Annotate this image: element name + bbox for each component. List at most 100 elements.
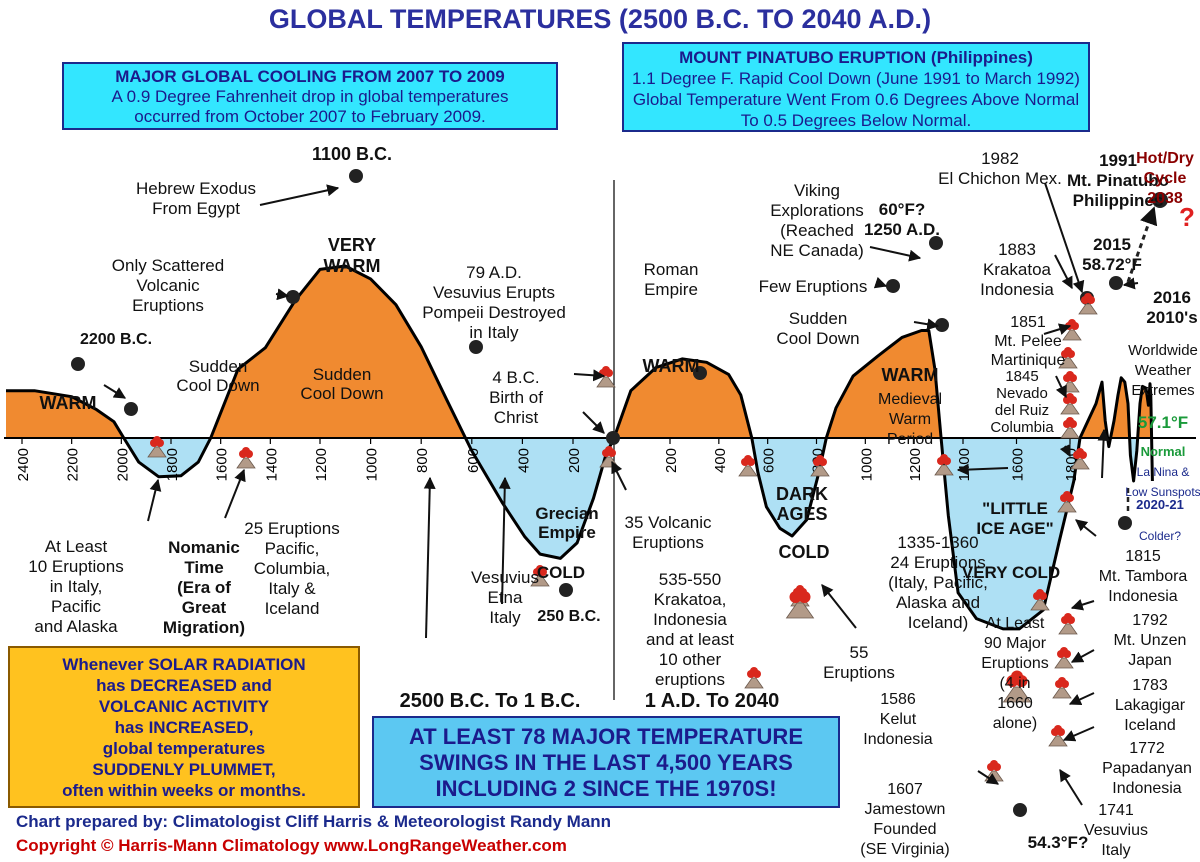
x-tick-label-bc-600: 600	[465, 448, 482, 473]
volcano-mountain	[738, 465, 758, 477]
annotation-line: Viking	[794, 181, 840, 200]
x-tick-label-bc-2000: 2000	[114, 448, 131, 481]
annotation-line: WARM	[324, 256, 381, 276]
annotation-line: DARK	[776, 484, 828, 504]
annotation-line: COLD	[779, 542, 830, 562]
annotation-label: Sudden Cool Down	[176, 357, 259, 395]
volcano-icon	[530, 565, 550, 587]
annotation-line: Low Sunspots	[1125, 485, 1200, 499]
volcano-plume	[536, 565, 544, 573]
volcano-mountain	[1060, 427, 1080, 439]
volcano-icon	[744, 667, 764, 689]
annotation-line: 2200 B.C.	[80, 331, 152, 348]
annotation-line: 250 B.C.	[537, 608, 600, 625]
callout-arrow	[1044, 182, 1085, 294]
x-tick-label-bc-400: 400	[515, 448, 532, 473]
volcano-mountain	[810, 465, 830, 477]
annotation-line: 1100 B.C.	[312, 144, 392, 164]
x-tick-label-ad-400: 400	[712, 448, 729, 473]
volcano-icon	[236, 447, 256, 469]
annotation-line: Columbia	[990, 419, 1054, 436]
volcano-icon	[1057, 491, 1077, 513]
annotation-line: 1845	[1005, 368, 1038, 385]
annotation-line: Worldwide	[1128, 342, 1198, 359]
annotation-line: 60°F?	[879, 200, 925, 219]
annotation-line: 1883	[998, 240, 1036, 259]
x-tick-label-bc-1000: 1000	[364, 448, 381, 481]
callout-arrow	[498, 476, 511, 605]
annotation-line: Eruptions	[132, 296, 204, 315]
callout-arrow	[1075, 519, 1097, 537]
volcano-mountain	[1057, 501, 1077, 513]
annotation-label: 60°F? 1250 A.D.	[864, 200, 940, 239]
annotation-label: 1982 El Chichon Mex.	[938, 149, 1062, 188]
peak-marker	[71, 357, 85, 371]
annotation-line: Cool Down	[776, 329, 859, 348]
annotation-line: Mt. Tambora	[1099, 568, 1188, 585]
pinatubo-eruption-box: MOUNT PINATUBO ERUPTION (Philippines) 1.…	[622, 42, 1090, 132]
annotation-label: 535-550 Krakatoa, Indonesia and at least 10 …	[646, 570, 734, 689]
annotation-line: Indonesia	[1112, 780, 1181, 797]
annotation-line: Only Scattered	[112, 256, 224, 275]
callout-arrow	[423, 476, 436, 639]
callout-arrow	[224, 468, 246, 519]
annotation-label: 250 B.C.	[537, 608, 600, 625]
annotation-line: 1851	[1010, 314, 1046, 331]
volcano-plume	[602, 366, 610, 374]
cooling-box-heading: MAJOR GLOBAL COOLING FROM 2007 TO 2009	[115, 67, 505, 86]
volcano-icon	[1078, 293, 1098, 315]
volcano-plume	[1066, 393, 1074, 401]
peak-marker	[886, 279, 900, 293]
annotation-label: Medieval Warm Period	[878, 391, 942, 448]
volcano-mountain	[1052, 687, 1072, 699]
volcano-plume	[1066, 417, 1074, 425]
annotation-line: Martinique	[991, 352, 1066, 369]
annotation-line: Pacific	[51, 597, 102, 616]
callout-arrow	[1062, 726, 1095, 742]
volcano-plume	[816, 455, 824, 463]
annotation-label: 1586 Kelut Indonesia	[863, 691, 932, 748]
annotation-line: (Reached	[780, 221, 854, 240]
annotation-label: Sudden Cool Down	[776, 309, 859, 348]
annotation-line: in Italy	[469, 323, 519, 342]
annotation-line: 1982	[981, 149, 1019, 168]
annotation-label: 1815 Mt. Tambora Indonesia	[1099, 548, 1188, 605]
peak-marker	[559, 583, 573, 597]
annotation-label: 1792 Mt. Unzen Japan	[1114, 612, 1187, 669]
annotation-line: Nomanic	[168, 538, 240, 557]
annotation-line: Migration)	[163, 618, 245, 637]
baseline-temp-label: 57.1°F	[1138, 413, 1188, 432]
annotation-line: 58.72°F	[1082, 255, 1142, 274]
callout-arrow	[582, 411, 605, 434]
peak-marker	[1013, 803, 1027, 817]
x-tick-label-ad-200: 200	[663, 448, 680, 473]
annotation-label: COLD	[537, 563, 585, 582]
annotation-line: alone)	[993, 715, 1037, 732]
annotation-line: ICE AGE"	[976, 519, 1053, 538]
volcano-plume	[1066, 371, 1074, 379]
temperature-swings-box: AT LEAST 78 MAJOR TEMPERATURE SWINGS IN …	[372, 716, 840, 808]
volcano-icon	[785, 586, 815, 619]
annotation-line: in Italy,	[50, 577, 103, 596]
annotation-line: WARM	[643, 356, 700, 376]
annotation-line: and at least	[646, 630, 734, 649]
volcano-plume	[744, 455, 752, 463]
warm-area	[6, 266, 1153, 438]
pinatubo-box-line: To 0.5 Degrees Below Normal.	[740, 111, 972, 130]
annotation-line: Pacific,	[265, 539, 320, 558]
annotation-line: Italy	[1101, 842, 1130, 859]
callout-arrow	[956, 463, 1009, 476]
x-tick-label-bc-1400: 1400	[263, 448, 280, 481]
annotation-label: La Nina & Low Sunspots	[1125, 465, 1200, 499]
volcano-mountain	[785, 602, 815, 619]
annotation-line: Christ	[494, 408, 539, 427]
annotation-label: "LITTLE ICE AGE"	[976, 499, 1053, 538]
annotation-line: 2015	[1093, 235, 1131, 254]
annotation-label: Hebrew Exodus From Egypt	[136, 179, 256, 218]
projection-marker	[1152, 192, 1168, 208]
volcano-plume	[1011, 670, 1023, 683]
x-tick-label-bc-800: 800	[414, 448, 431, 473]
annotation-label: 1607 Jamestown Founded (SE Virginia)	[860, 781, 950, 858]
annotation-line: 535-550	[659, 570, 721, 589]
